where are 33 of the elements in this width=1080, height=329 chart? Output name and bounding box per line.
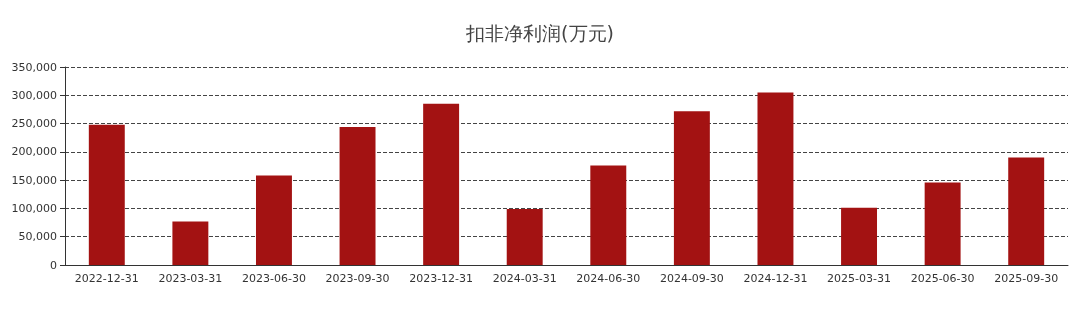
bar <box>423 103 460 265</box>
y-tick-label: 50,000 <box>18 230 57 244</box>
y-tick-label: 100,000 <box>11 201 57 215</box>
y-tick-label: 200,000 <box>11 145 57 159</box>
y-tick-label: 250,000 <box>11 117 57 131</box>
x-tick-label: 2024-03-31 <box>492 272 557 285</box>
bar <box>88 124 125 265</box>
bar <box>841 207 878 265</box>
bar <box>255 175 292 265</box>
y-tick-label: 150,000 <box>11 173 57 187</box>
bar <box>172 221 209 265</box>
bar <box>506 208 543 265</box>
x-tick-label: 2023-06-30 <box>241 272 306 285</box>
x-tick-label: 2024-12-31 <box>743 272 808 285</box>
x-tick-label: 2025-06-30 <box>910 272 975 285</box>
bar <box>673 111 710 265</box>
bar <box>1008 157 1045 265</box>
bar <box>339 126 376 265</box>
y-tick-label: 350,000 <box>11 60 57 74</box>
x-tick-label: 2023-03-31 <box>158 272 223 285</box>
y-tick-label: 0 <box>50 258 57 272</box>
x-tick-label: 2023-12-31 <box>409 272 474 285</box>
x-tick-label: 2025-09-30 <box>994 272 1059 285</box>
bar <box>590 165 627 265</box>
bar <box>757 92 794 265</box>
x-tick-label: 2022-12-31 <box>74 272 139 285</box>
chart-title: 扣非净利润(万元) <box>465 21 614 44</box>
y-tick-label: 300,000 <box>11 88 57 102</box>
x-tick-label: 2023-09-30 <box>325 272 390 285</box>
bar <box>924 182 961 265</box>
x-tick-label: 2025-03-31 <box>827 272 892 285</box>
x-tick-label: 2024-06-30 <box>576 272 641 285</box>
x-tick-label: 2024-09-30 <box>659 272 724 285</box>
